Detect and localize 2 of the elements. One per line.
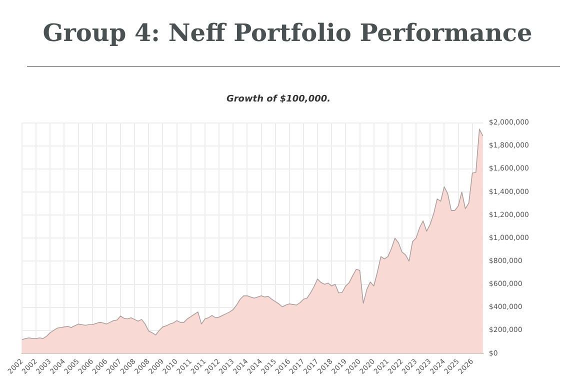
chart-title: Group 4: Neff Portfolio Performance <box>42 18 534 47</box>
chart-subtitle: Growth of $100,000. <box>226 94 331 105</box>
